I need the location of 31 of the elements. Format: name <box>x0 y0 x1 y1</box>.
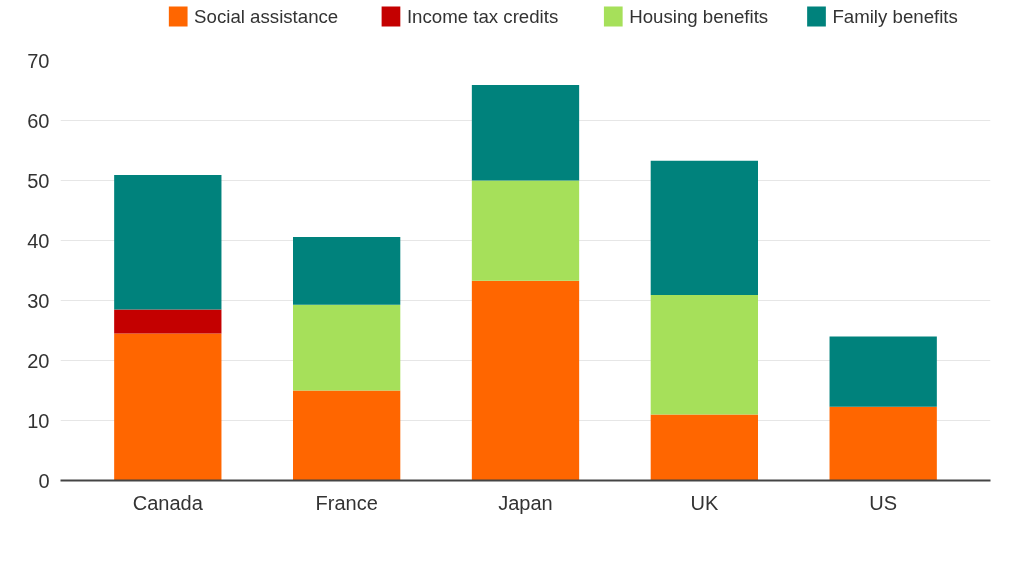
bar <box>650 160 758 296</box>
y-tick-label: 20 <box>27 349 50 372</box>
bar <box>293 236 401 305</box>
y-tick-label: 10 <box>27 409 50 432</box>
bar <box>114 309 222 334</box>
y-tick-label: 70 <box>27 49 50 72</box>
bar <box>650 295 758 415</box>
bar <box>114 175 222 310</box>
legend-label: Family benefits <box>832 6 958 27</box>
bar <box>650 414 758 481</box>
bar <box>471 280 580 481</box>
bar <box>114 333 222 481</box>
x-tick-label: Canada <box>132 491 204 514</box>
x-tick-label: Japan <box>498 491 553 514</box>
y-tick-label: 30 <box>27 289 50 312</box>
bar <box>293 390 401 481</box>
bar <box>829 336 937 407</box>
legend-label: Income tax credits <box>406 6 559 27</box>
legend-label: Housing benefits <box>629 6 769 27</box>
bar <box>471 180 580 281</box>
y-tick-label: 0 <box>38 469 50 492</box>
legend-label: Social assistance <box>194 6 339 27</box>
y-tick-label: 60 <box>27 109 50 132</box>
x-tick-label: UK <box>690 491 719 514</box>
x-tick-label: France <box>315 491 378 514</box>
bar <box>293 304 401 391</box>
bar <box>471 85 580 181</box>
y-tick-label: 50 <box>27 169 50 192</box>
x-tick-label: US <box>869 491 898 514</box>
bar <box>829 406 937 481</box>
y-tick-label: 40 <box>27 229 50 252</box>
